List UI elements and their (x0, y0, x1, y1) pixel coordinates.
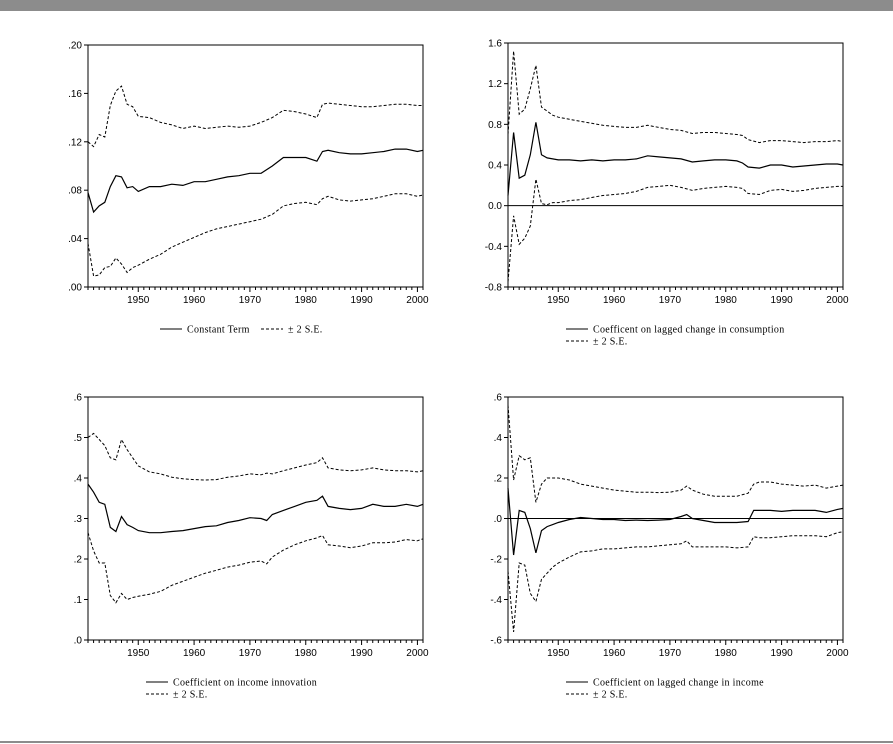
x-tick-label: 1980 (295, 295, 318, 306)
y-tick-label: 1.2 (488, 79, 502, 90)
y-tick-label: -.6 (490, 636, 502, 647)
series-line-lower-band (507, 179, 843, 282)
y-tick-label: .08 (68, 186, 82, 197)
x-tick-label: 2000 (406, 295, 429, 306)
x-tick-label: 1970 (239, 295, 262, 306)
x-tick-label: 1960 (603, 295, 626, 306)
series-line-estimate (507, 122, 844, 196)
y-tick-label: .00 (68, 283, 82, 294)
y-tick-label: 1.6 (488, 39, 502, 50)
y-tick-label: .6 (74, 393, 83, 404)
x-tick-label: 1990 (350, 648, 373, 659)
legend-estimate-label: Coefficent on lagged change in consumpti… (593, 325, 785, 336)
series-line-estimate (507, 488, 844, 556)
x-tick-label: 1960 (603, 648, 626, 659)
y-tick-label: -0.4 (485, 242, 503, 253)
y-tick-label: 0.8 (488, 120, 502, 131)
legend: Constant Term ± 2 S.E. (160, 325, 323, 336)
y-tick-label: -0.8 (485, 283, 503, 294)
x-tick-label: 1990 (770, 295, 793, 306)
y-tick-label: .16 (68, 89, 82, 100)
series-line-estimate (87, 483, 424, 534)
legend-se-label: ± 2 S.E. (288, 325, 323, 336)
legend-estimate-label: Coefficient on income innovation (173, 678, 317, 689)
x-tick-label: 1960 (183, 295, 206, 306)
chart-panel-1: .00 .04 .08 .12 .16 .20 1950 1960 1970 1980 1990 20… (68, 41, 429, 336)
x-tick-label: 1980 (715, 295, 738, 306)
y-tick-label: .2 (74, 555, 83, 566)
x-tick-label: 1980 (295, 648, 318, 659)
x-tick-label: 2000 (826, 648, 849, 659)
y-tick-label: .2 (494, 474, 503, 485)
y-tick-label: .12 (68, 137, 82, 148)
chart-panel-3: .0 .1 .2 .3 .4 .5 .6 1950 1960 1970 1980 1990 2000 Co… (74, 393, 429, 701)
series-line-lower-band (87, 532, 424, 604)
series-line-upper-band (507, 51, 844, 144)
y-tick-label: .3 (74, 514, 83, 525)
legend: Coefficient on income innovation± 2 S.E. (146, 678, 317, 701)
x-tick-label: 1990 (350, 295, 373, 306)
plot-frame (507, 42, 844, 288)
series-line-upper-band (87, 85, 423, 148)
y-tick-label: .04 (68, 234, 82, 245)
x-tick-label: 1990 (770, 648, 793, 659)
bottom-border-rule (0, 741, 893, 743)
legend-se-label: ± 2 S.E. (593, 337, 628, 348)
x-tick-label: 1950 (127, 648, 150, 659)
series-line-upper-band (87, 432, 424, 481)
plot-frame (87, 44, 424, 288)
series-line-lower-band (87, 193, 424, 277)
x-tick-label: 1970 (659, 295, 682, 306)
y-tick-label: .0 (494, 514, 503, 525)
legend: Coefficent on lagged change in consumpti… (566, 325, 785, 348)
x-tick-label: 1970 (239, 648, 262, 659)
y-tick-label: .4 (74, 474, 83, 485)
series-line-upper-band (507, 405, 844, 503)
y-tick-label: .6 (494, 393, 503, 404)
y-tick-label: .5 (74, 433, 83, 444)
chart-panel-4: -.6 -.4 -.2 .0 .2 .4 .6 1950 1960 1970 1980 1990 200… (490, 393, 849, 701)
legend-estimate-label: Coefficient on lagged change in income (593, 678, 764, 689)
x-tick-label: 1980 (715, 648, 738, 659)
chart-panel-2: -0.8 -0.4 0.0 0.4 0.8 1.2 1.6 1950 1960 1970 1980 1… (485, 39, 849, 348)
series-line-lower-band (507, 531, 844, 632)
legend-estimate-label: Constant Term (187, 325, 250, 336)
legend-se-label: ± 2 S.E. (173, 690, 208, 701)
legend: Coefficient on lagged change in income± … (566, 678, 764, 701)
y-tick-label: -.4 (490, 595, 502, 606)
x-tick-label: 1960 (183, 648, 206, 659)
x-tick-label: 1950 (127, 295, 150, 306)
series-line-estimate (87, 148, 424, 214)
top-border-bar (0, 0, 893, 11)
y-tick-label: .0 (74, 636, 83, 647)
x-tick-label: 2000 (826, 295, 849, 306)
x-tick-label: 1970 (659, 648, 682, 659)
legend-se-label: ± 2 S.E. (593, 690, 628, 701)
x-tick-label: 1950 (547, 648, 570, 659)
x-tick-label: 1950 (547, 295, 570, 306)
y-tick-label: 0.0 (488, 201, 502, 212)
x-tick-label: 2000 (406, 648, 429, 659)
y-tick-label: .4 (494, 433, 503, 444)
y-tick-label: 0.4 (488, 161, 502, 172)
y-tick-label: .1 (74, 595, 83, 606)
y-tick-label: -.2 (490, 555, 502, 566)
y-tick-label: .20 (68, 41, 82, 52)
